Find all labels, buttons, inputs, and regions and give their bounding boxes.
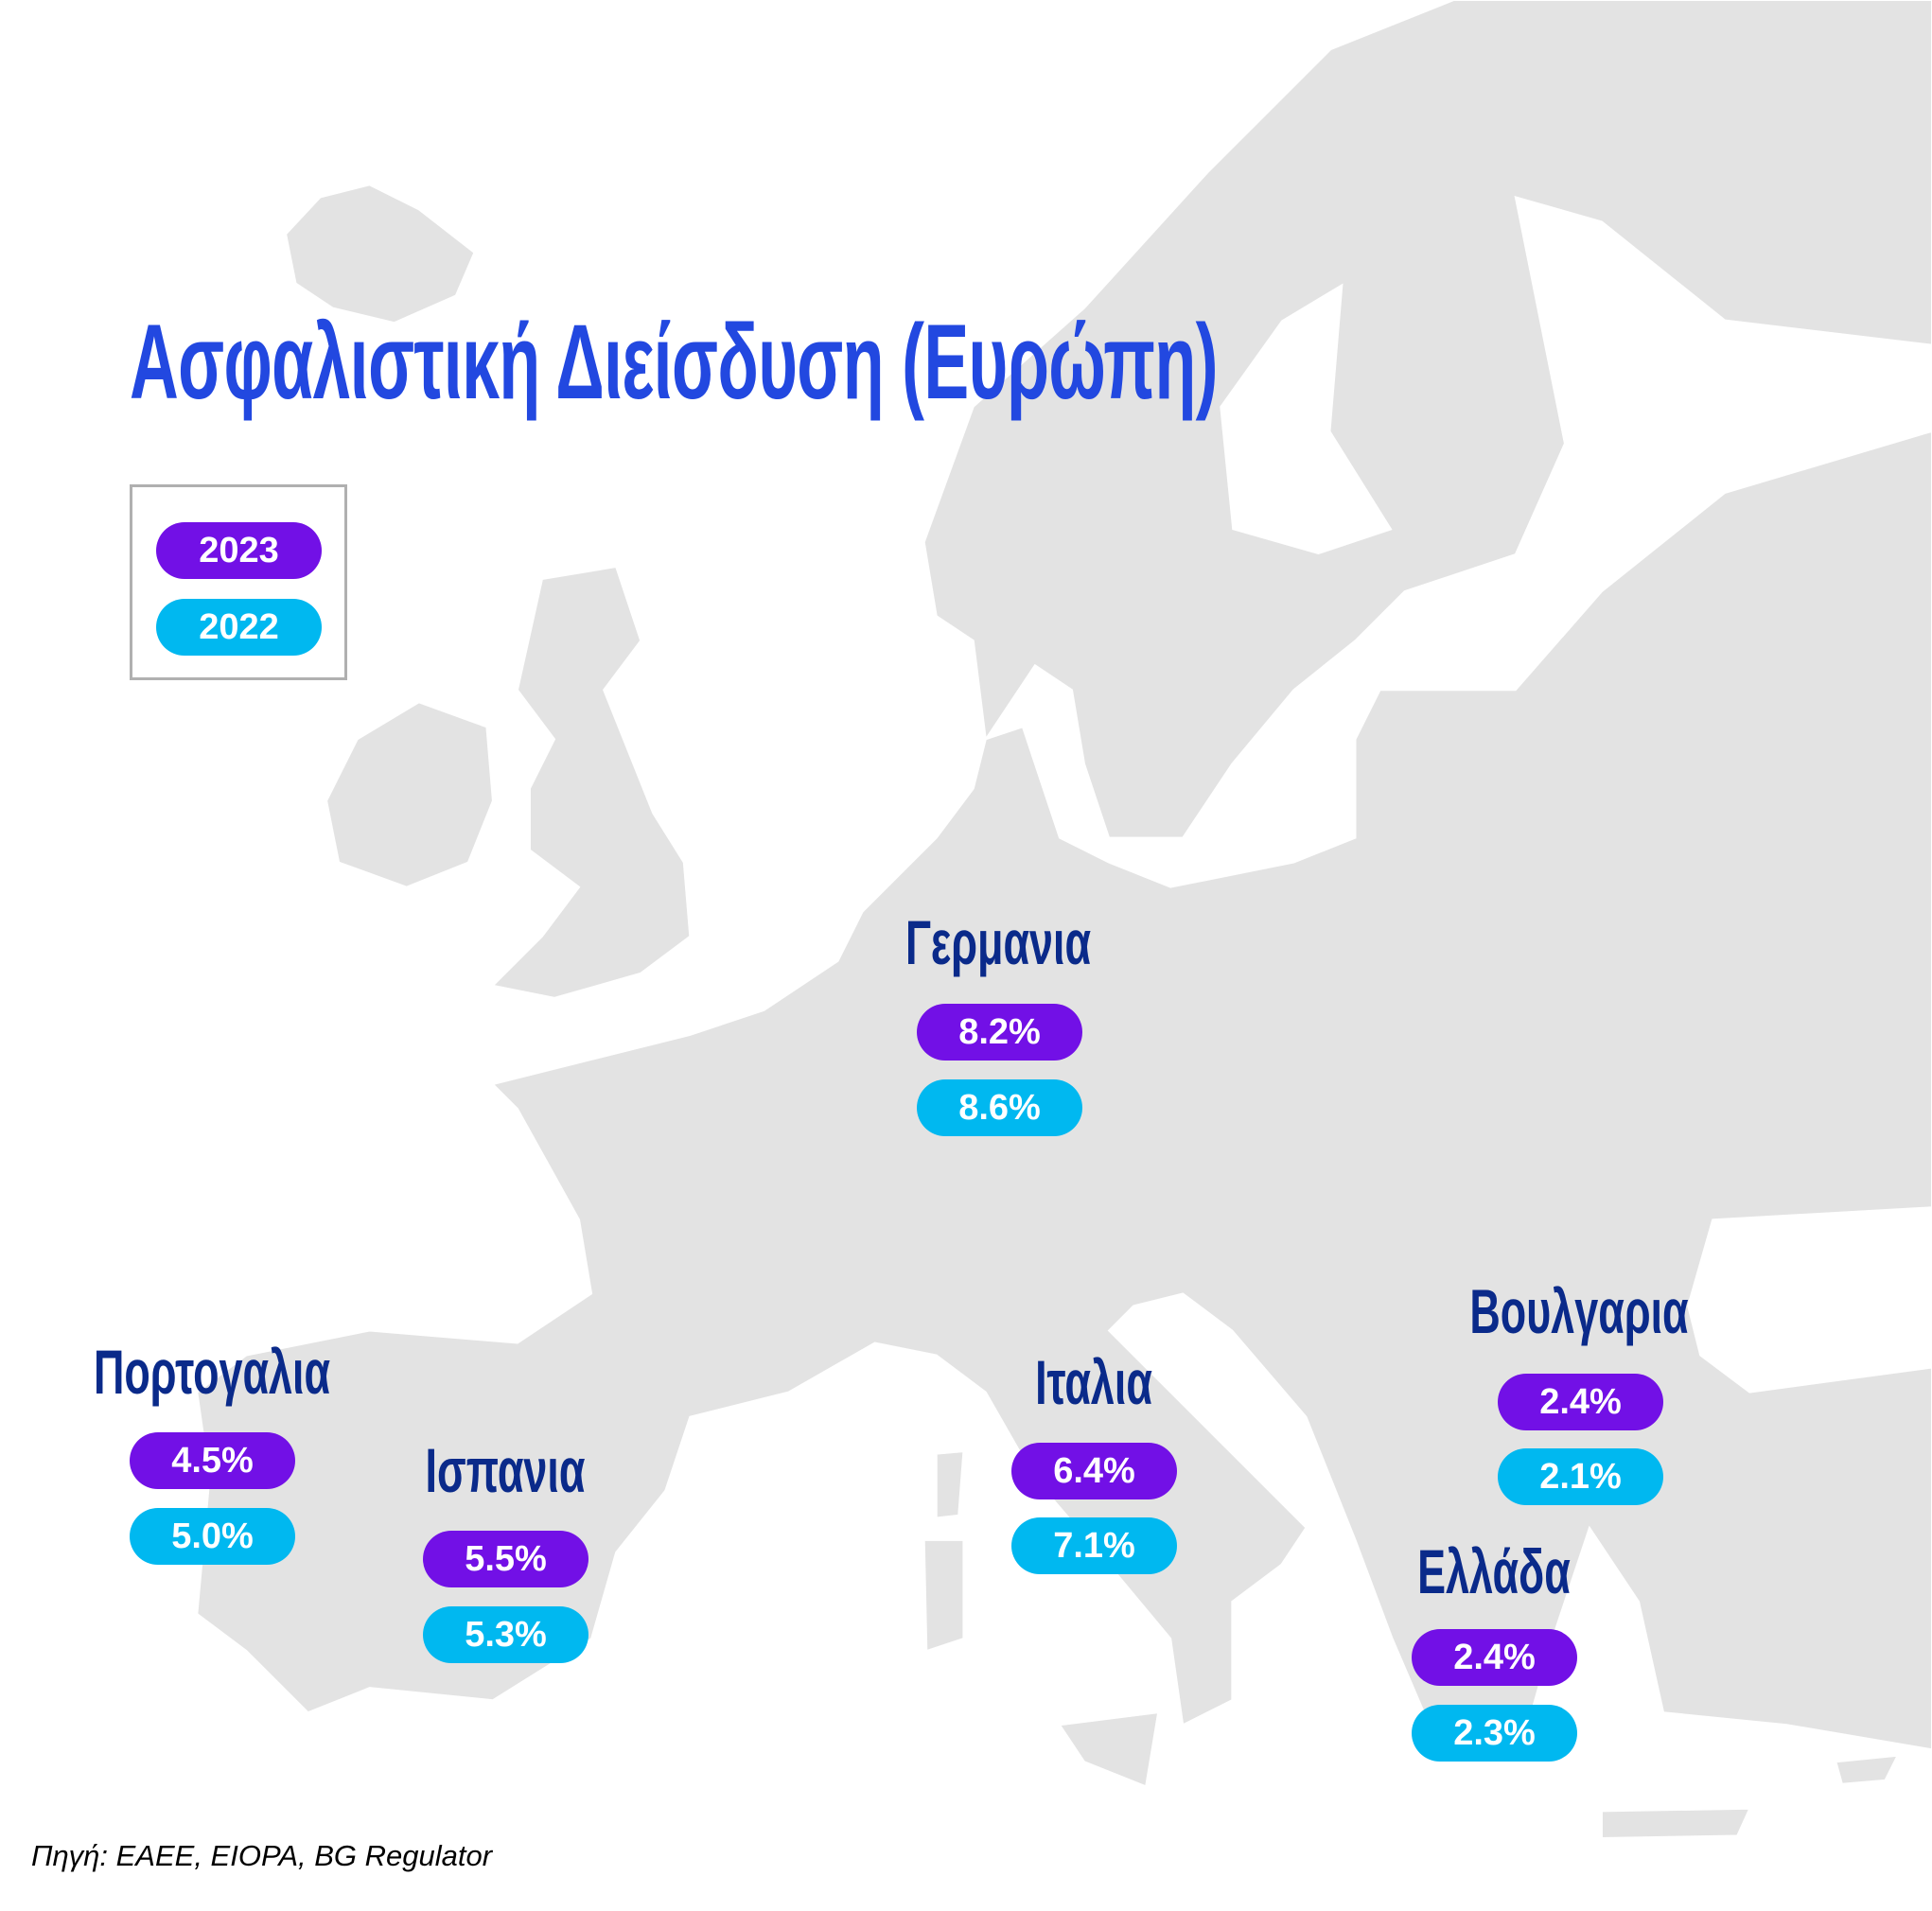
country-label-italy: Ιταλια	[1035, 1347, 1152, 1417]
country-label-portugal: Πορτογαλια	[93, 1337, 331, 1407]
italy-2022-value: 7.1%	[1011, 1517, 1177, 1574]
ireland	[325, 701, 494, 888]
portugal-2023-value: 4.5%	[130, 1432, 295, 1489]
portugal-2022-value: 5.0%	[130, 1508, 295, 1565]
greece-2023-value: 2.4%	[1412, 1629, 1577, 1686]
page-title: Ασφαλιστική Διείσδυση (Ευρώπη)	[130, 303, 1218, 421]
country-label-bulgaria: Βουλγαρια	[1469, 1276, 1689, 1346]
legend	[130, 484, 347, 680]
sardinia	[922, 1538, 965, 1653]
legend-2023-badge: 2023	[156, 522, 322, 579]
italy-2023-value: 6.4%	[1011, 1443, 1177, 1499]
sicily	[1058, 1711, 1160, 1788]
spain-2022-value: 5.3%	[423, 1606, 588, 1663]
iceland	[285, 184, 476, 324]
corsica	[935, 1450, 965, 1519]
crete	[1601, 1807, 1751, 1840]
country-label-spain: Ισπανια	[425, 1435, 586, 1505]
source-note: Πηγή: ΕΑΕΕ, EIOPA, BG Regulator	[31, 1839, 493, 1872]
great-britain	[490, 565, 692, 999]
legend-2022-badge: 2022	[156, 599, 322, 656]
spain-2023-value: 5.5%	[423, 1531, 588, 1587]
greece-2022-value: 2.3%	[1412, 1705, 1577, 1762]
bulgaria-2023-value: 2.4%	[1498, 1374, 1663, 1430]
gulf-of-bothnia	[1220, 283, 1393, 555]
country-label-greece: Ελλάδα	[1417, 1536, 1571, 1606]
germany-2022-value: 8.6%	[917, 1079, 1082, 1136]
scandinavia	[922, 0, 1932, 839]
bulgaria-2022-value: 2.1%	[1498, 1448, 1663, 1505]
germany-2023-value: 8.2%	[917, 1004, 1082, 1061]
cyprus	[1835, 1754, 1900, 1785]
country-label-germany: Γερμανια	[905, 907, 1092, 977]
